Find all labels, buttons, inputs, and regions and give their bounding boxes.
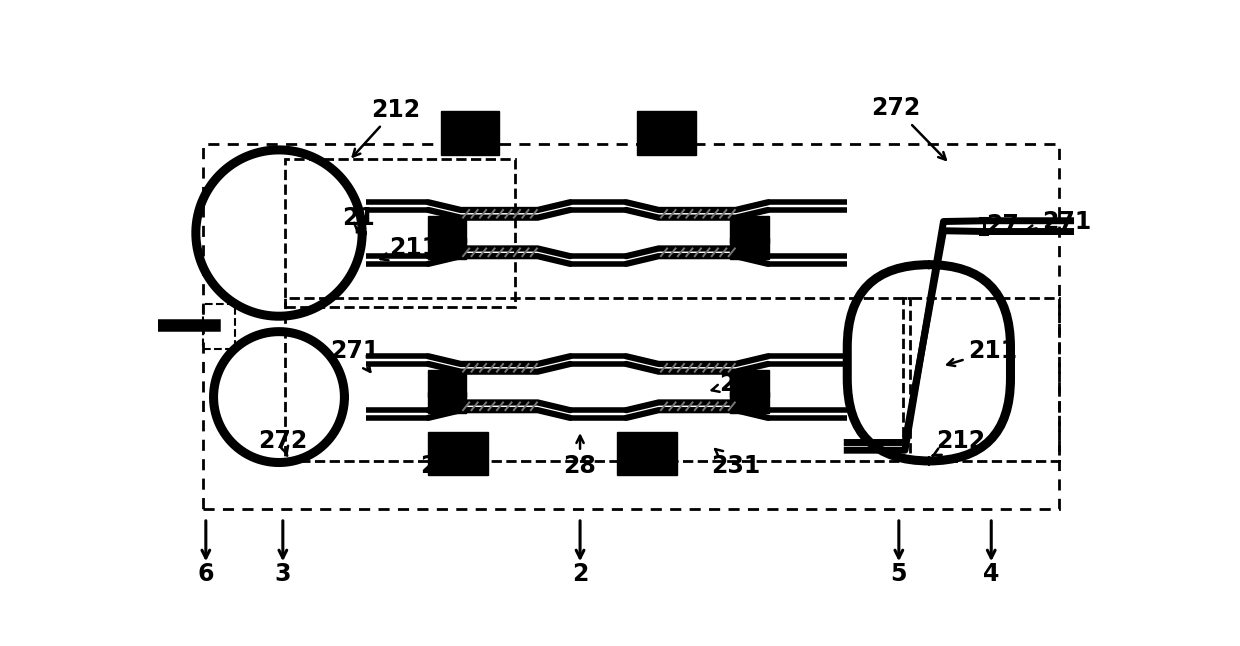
Bar	[428, 370, 466, 397]
Bar	[904, 298, 1059, 461]
Bar	[428, 391, 466, 413]
Text: 3: 3	[274, 562, 291, 586]
Bar	[730, 370, 769, 397]
Bar	[428, 216, 466, 243]
Text: 28: 28	[564, 436, 596, 479]
Text: 212: 212	[353, 98, 420, 156]
Bar	[203, 144, 1059, 508]
Bar	[440, 111, 500, 154]
Bar	[730, 391, 769, 413]
Text: 231: 231	[711, 449, 760, 479]
Text: 27: 27	[986, 213, 1019, 236]
Bar	[285, 298, 910, 461]
Bar	[618, 432, 677, 475]
Bar	[730, 238, 769, 259]
Text: 272: 272	[872, 96, 946, 160]
Text: 21: 21	[342, 205, 374, 233]
Bar	[428, 432, 489, 475]
Text: 6: 6	[197, 562, 215, 586]
Text: 211: 211	[381, 236, 438, 260]
Text: 271: 271	[1025, 211, 1091, 234]
Bar	[637, 111, 696, 154]
Text: 272: 272	[258, 429, 308, 456]
Text: 261: 261	[420, 449, 469, 479]
Text: 211: 211	[947, 339, 1017, 366]
Text: 4: 4	[983, 562, 999, 586]
Text: 24: 24	[712, 372, 751, 396]
Text: 271: 271	[330, 339, 379, 372]
Text: 212: 212	[932, 429, 985, 455]
Bar	[285, 159, 515, 307]
Bar	[428, 238, 466, 259]
Bar	[203, 304, 236, 349]
Text: 2: 2	[572, 562, 588, 586]
Bar	[730, 216, 769, 243]
Text: 5: 5	[890, 562, 908, 586]
